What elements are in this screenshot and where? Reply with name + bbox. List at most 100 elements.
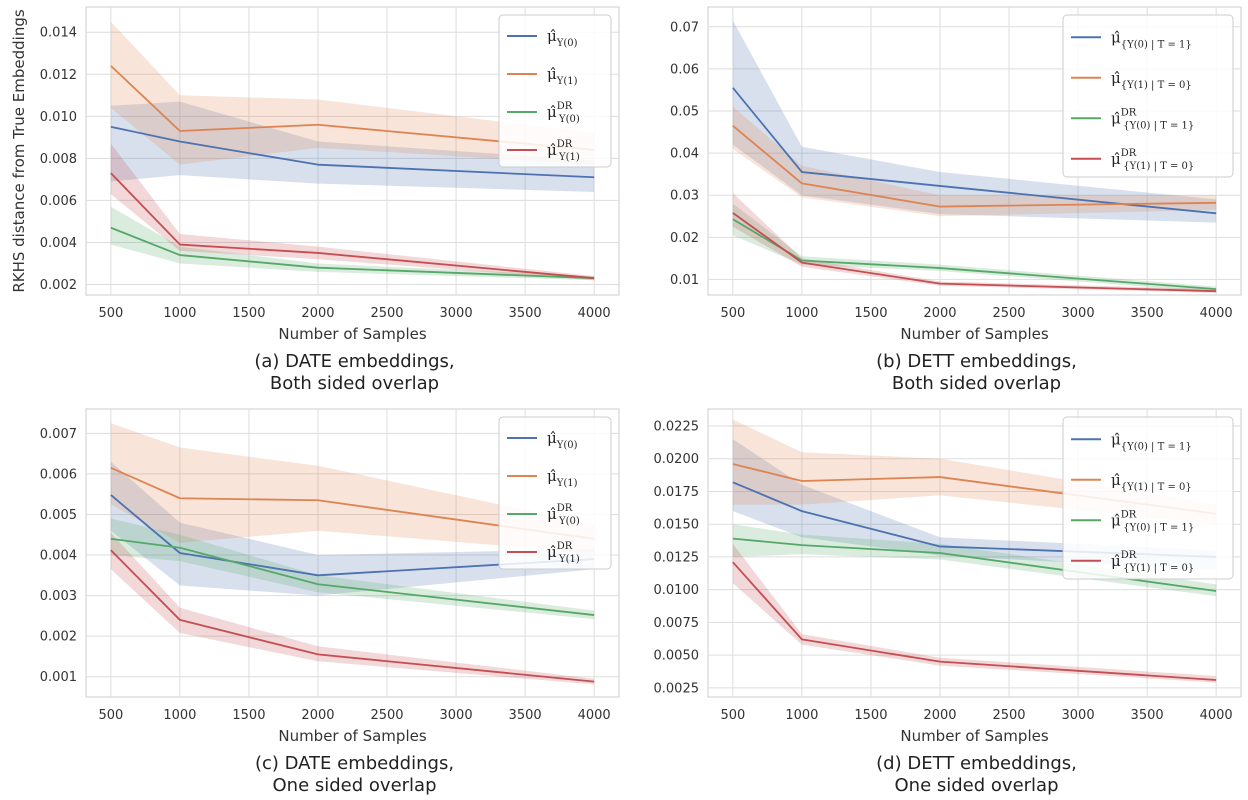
series-line-4 <box>110 549 595 683</box>
legend-box <box>1062 14 1234 178</box>
confidence-band-series-3 <box>732 203 1217 293</box>
y-tick-label: 0.05 <box>670 105 699 120</box>
legend-label: μ̂{Y(1) | T = 0} <box>1111 69 1192 91</box>
x-tick-label: 3500 <box>1131 708 1164 723</box>
legend-label: μ̂DR Y(1) <box>547 541 580 565</box>
x-tick-label: 2500 <box>992 306 1025 321</box>
x-tick-label: 500 <box>98 306 123 321</box>
series-line-4 <box>732 561 1217 681</box>
y-tick-label: 0.006 <box>40 194 77 209</box>
legend-label: μ̂{Y(1) | T = 0} <box>1111 471 1192 493</box>
confidence-band-series-4 <box>732 193 1217 293</box>
chart-panel-4: 500 1000 1500 2000 2500 3000 3500 4000 0.0025 0.0… <box>654 408 1242 796</box>
x-tick-label: 2000 <box>301 708 334 723</box>
x-tick-label: 3000 <box>1062 306 1095 321</box>
x-tick-label: 4000 <box>1200 306 1233 321</box>
series-line-1 <box>110 125 595 179</box>
x-axis-label: Number of Samples <box>278 325 426 343</box>
y-tick-label: 0.007 <box>40 427 77 442</box>
y-tick-label: 0.005 <box>40 508 77 523</box>
y-tick-label: 0.06 <box>670 62 699 77</box>
y-tick-label: 0.006 <box>40 467 77 482</box>
y-tick-label: 0.0225 <box>654 420 700 435</box>
confidence-band-series-1 <box>110 101 595 192</box>
y-tick-label: 0.0200 <box>654 452 700 467</box>
panel-caption-line2: One sided overlap <box>273 775 437 796</box>
y-tick-label: 0.010 <box>40 110 77 125</box>
series-line-3 <box>732 218 1217 291</box>
confidence-band-series-4 <box>110 532 595 685</box>
confidence-band-series-1 <box>732 20 1217 223</box>
x-axis-label: Number of Samples <box>900 727 1048 745</box>
confidence-band-series-3 <box>110 206 595 281</box>
x-tick-label: 3500 <box>1131 306 1164 321</box>
x-tick-label: 3500 <box>509 306 542 321</box>
y-tick-label: 0.03 <box>670 189 699 204</box>
y-tick-label: 0.04 <box>670 147 699 162</box>
y-tick-label: 0.07 <box>670 20 699 35</box>
x-tick-label: 3000 <box>440 708 473 723</box>
y-tick-label: 0.0050 <box>654 649 700 664</box>
series-line-3 <box>110 226 595 280</box>
y-tick-label: 0.004 <box>40 549 77 564</box>
confidence-band-series-2 <box>732 106 1217 217</box>
legend-label: μ̂DR {Y(1) | T = 0} <box>1111 550 1194 574</box>
x-tick-label: 3000 <box>440 306 473 321</box>
legend-label: μ̂Y(1) <box>547 467 578 489</box>
x-tick-label: 2000 <box>301 306 334 321</box>
x-tick-label: 4000 <box>578 306 611 321</box>
panel-caption-line1: (b) DETT embeddings, <box>876 351 1077 372</box>
y-tick-label: 0.0125 <box>654 550 700 565</box>
series-line-1 <box>732 87 1217 215</box>
x-tick-label: 1500 <box>232 708 265 723</box>
panel-caption-line2: Both sided overlap <box>270 373 439 394</box>
x-tick-label: 2500 <box>992 708 1025 723</box>
x-tick-label: 2000 <box>923 708 956 723</box>
x-tick-label: 3000 <box>1062 708 1095 723</box>
x-tick-label: 3500 <box>509 708 542 723</box>
panel-caption-line2: Both sided overlap <box>892 373 1061 394</box>
legend-label: μ̂DR Y(1) <box>547 139 580 163</box>
legend-label: μ̂{Y(0) | T = 1} <box>1111 430 1192 452</box>
x-tick-label: 1000 <box>163 708 196 723</box>
y-tick-label: 0.0100 <box>654 583 700 598</box>
x-tick-label: 1000 <box>785 708 818 723</box>
x-axis-label: Number of Samples <box>278 727 426 745</box>
x-tick-label: 1000 <box>163 306 196 321</box>
y-tick-label: 0.014 <box>40 26 77 41</box>
legend-label: μ̂DR {Y(0) | T = 1} <box>1111 509 1194 533</box>
x-tick-label: 2500 <box>370 306 403 321</box>
legend-label: μ̂Y(1) <box>547 65 578 87</box>
x-tick-label: 4000 <box>1200 708 1233 723</box>
y-tick-label: 0.002 <box>40 630 77 645</box>
series-line-2 <box>110 466 595 540</box>
x-tick-label: 1000 <box>785 306 818 321</box>
legend-label: μ̂DR {Y(0) | T = 1} <box>1111 107 1194 131</box>
chart-panel-3: 500 1000 1500 2000 2500 3000 3500 4000 0.001 0.00… <box>40 408 620 796</box>
legend-box <box>498 14 612 168</box>
legend-label: μ̂Y(0) <box>547 429 578 451</box>
x-tick-label: 4000 <box>578 708 611 723</box>
legend-label: μ̂DR {Y(1) | T = 0} <box>1111 148 1194 172</box>
x-tick-label: 1500 <box>232 306 265 321</box>
x-tick-label: 1500 <box>854 306 887 321</box>
confidence-band-series-2 <box>110 423 595 553</box>
x-tick-label: 2000 <box>923 306 956 321</box>
legend-label: μ̂Y(0) <box>547 27 578 49</box>
legend-label: μ̂DR Y(0) <box>547 101 580 125</box>
series-line-4 <box>732 212 1217 293</box>
x-tick-label: 500 <box>98 708 123 723</box>
chart-panel-2: 500 1000 1500 2000 2500 3000 3500 4000 0.01 0.02 0… <box>670 6 1242 394</box>
y-tick-label: 0.0075 <box>654 616 700 631</box>
series-line-3 <box>110 537 595 616</box>
panel-caption-line1: (a) DATE embeddings, <box>254 351 454 372</box>
legend-box <box>1062 416 1234 580</box>
series-line-1 <box>110 494 595 577</box>
y-tick-label: 0.003 <box>40 589 77 604</box>
panel-caption-line2: One sided overlap <box>895 775 1059 796</box>
confidence-band-series-1 <box>732 439 1217 571</box>
x-tick-label: 500 <box>720 708 745 723</box>
y-tick-label: 0.0150 <box>654 518 700 533</box>
y-tick-label: 0.0175 <box>654 485 700 500</box>
series-line-2 <box>732 125 1217 208</box>
